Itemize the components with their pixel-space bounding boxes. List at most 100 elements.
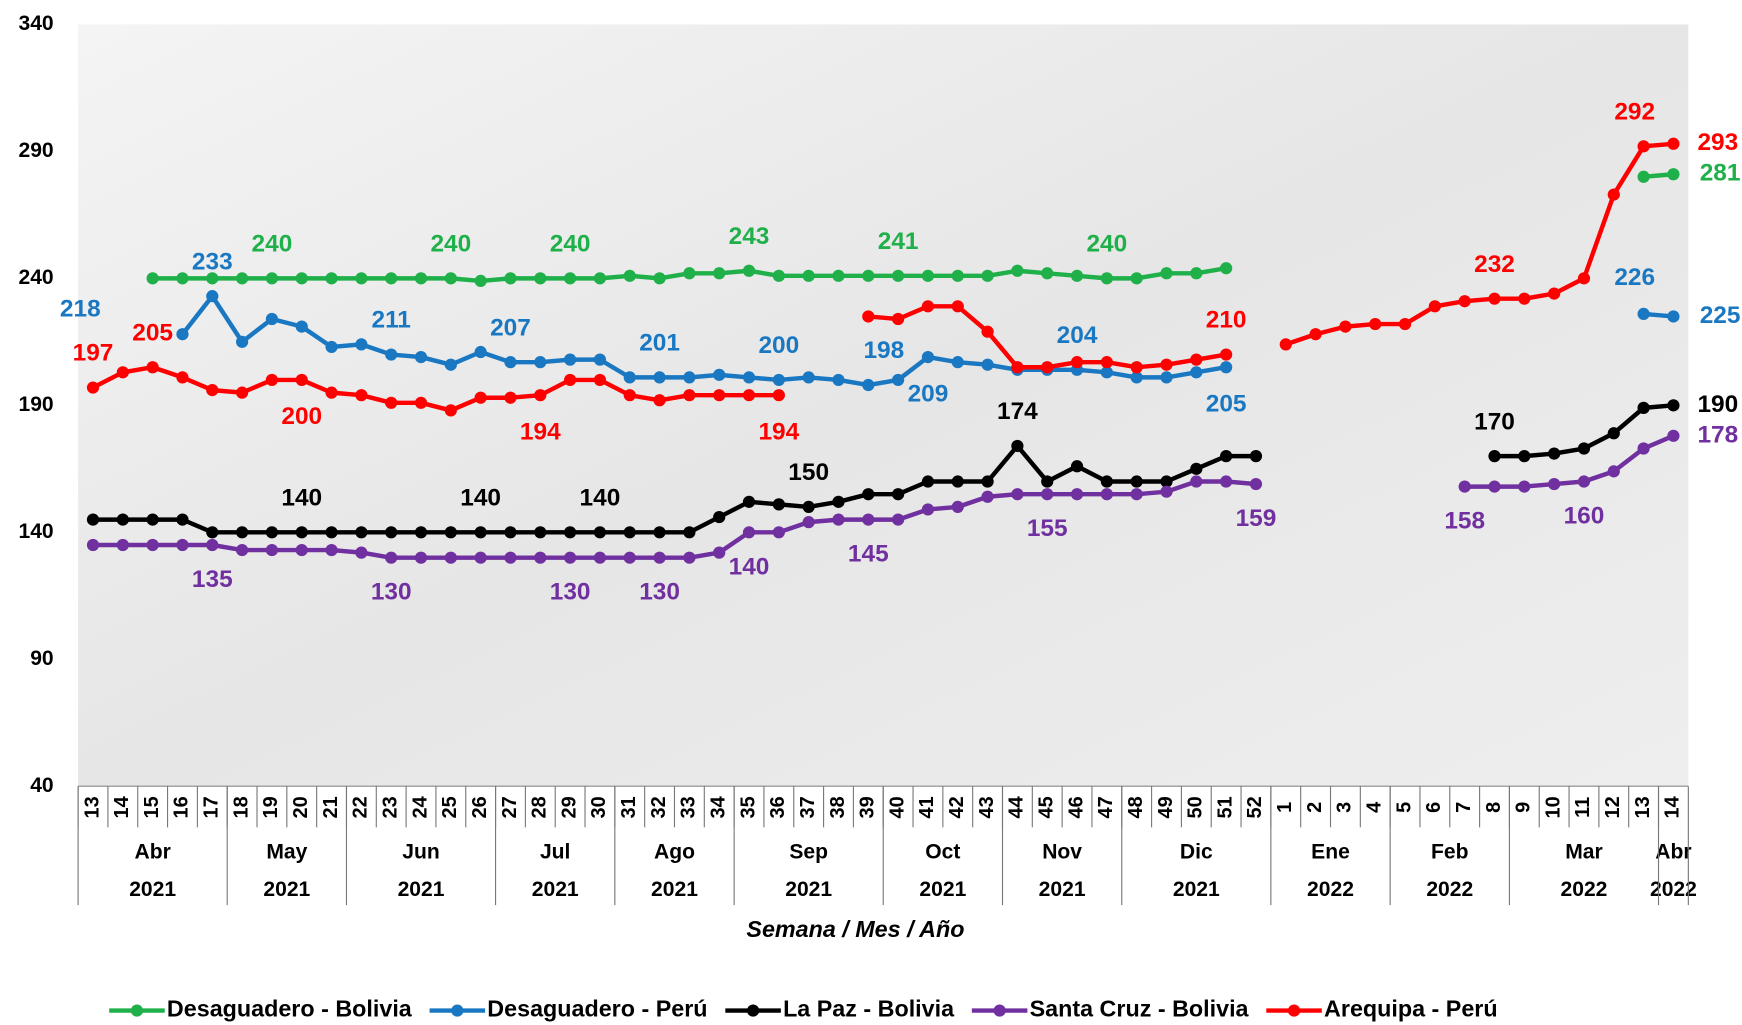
series-marker bbox=[683, 267, 696, 280]
series-marker bbox=[1667, 399, 1680, 412]
series-marker bbox=[146, 513, 159, 526]
series-marker bbox=[623, 551, 636, 564]
series-marker bbox=[1249, 450, 1263, 463]
year-label: 2022 bbox=[1650, 878, 1697, 901]
series-marker bbox=[653, 394, 666, 407]
series-marker bbox=[1637, 442, 1650, 455]
series-marker bbox=[265, 543, 279, 557]
x-tick-label: 19 bbox=[260, 796, 282, 818]
series-marker bbox=[1428, 300, 1441, 313]
x-tick-label: 1 bbox=[1274, 802, 1296, 813]
month-label: Ago bbox=[654, 840, 695, 863]
x-tick-label: 4 bbox=[1364, 802, 1386, 813]
series-marker bbox=[892, 269, 905, 282]
series-marker bbox=[206, 383, 219, 397]
x-tick-label: 14 bbox=[1662, 796, 1684, 818]
series-marker bbox=[1548, 287, 1561, 300]
series-marker bbox=[86, 381, 100, 394]
series-marker bbox=[414, 526, 428, 539]
series-marker bbox=[86, 538, 100, 552]
series-marker bbox=[713, 368, 726, 381]
year-label: 2022 bbox=[1426, 878, 1473, 901]
x-tick-label: 50 bbox=[1185, 796, 1207, 818]
series-marker bbox=[325, 386, 338, 399]
x-tick-label: 38 bbox=[827, 796, 849, 818]
series-marker bbox=[1100, 272, 1113, 285]
legend-label: Desaguadero - Perú bbox=[487, 996, 707, 1022]
series-marker bbox=[1667, 310, 1680, 323]
series-marker bbox=[1577, 442, 1591, 455]
series-marker bbox=[653, 551, 666, 564]
series-marker bbox=[1130, 371, 1143, 384]
x-tick-label: 23 bbox=[379, 796, 401, 818]
data-label: 232 bbox=[1474, 251, 1515, 278]
series-marker bbox=[802, 371, 815, 384]
series-marker bbox=[921, 269, 935, 282]
series-marker bbox=[1667, 429, 1680, 442]
series-marker bbox=[146, 361, 159, 374]
data-label: 240 bbox=[1086, 231, 1127, 258]
legend-label: Arequipa - Perú bbox=[1324, 996, 1498, 1022]
series-marker bbox=[295, 543, 308, 557]
data-label: 204 bbox=[1057, 322, 1098, 349]
series-marker bbox=[1100, 488, 1113, 501]
month-label: May bbox=[266, 840, 307, 863]
x-tick-label: 49 bbox=[1155, 796, 1177, 818]
x-tick-label: 32 bbox=[648, 796, 670, 818]
data-label: 240 bbox=[252, 231, 293, 258]
series-marker bbox=[1548, 477, 1561, 491]
series-marker bbox=[1488, 450, 1501, 463]
series-marker bbox=[504, 272, 517, 285]
series-line bbox=[93, 479, 1257, 560]
series-marker bbox=[951, 300, 964, 313]
data-label: 159 bbox=[1236, 505, 1277, 532]
series-marker bbox=[116, 366, 129, 379]
series-marker bbox=[355, 272, 368, 285]
series-marker bbox=[295, 373, 308, 387]
series-marker bbox=[474, 345, 487, 359]
data-label: 209 bbox=[908, 380, 949, 407]
series-marker bbox=[653, 371, 666, 384]
series-marker bbox=[1160, 485, 1173, 498]
series-marker bbox=[1100, 366, 1113, 379]
x-tick-label: 5 bbox=[1393, 802, 1415, 813]
series-marker bbox=[1190, 353, 1203, 366]
series-marker bbox=[176, 513, 189, 526]
series-marker bbox=[832, 513, 845, 526]
x-tick-label: 16 bbox=[171, 796, 193, 818]
legend-marker bbox=[993, 1004, 1006, 1017]
data-label: 150 bbox=[788, 459, 829, 486]
series-marker bbox=[355, 546, 368, 559]
series-marker bbox=[385, 348, 398, 361]
data-label: 200 bbox=[281, 403, 322, 430]
x-tick-label: 14 bbox=[111, 796, 133, 818]
series-marker bbox=[1577, 475, 1591, 488]
data-label: 198 bbox=[863, 337, 904, 364]
series-marker bbox=[1130, 361, 1143, 374]
series-marker bbox=[385, 396, 398, 409]
x-tick-label: 13 bbox=[1632, 796, 1654, 818]
series-marker bbox=[474, 551, 487, 564]
month-label: Ene bbox=[1311, 840, 1350, 863]
series-marker bbox=[981, 490, 994, 503]
series-marker bbox=[116, 538, 129, 552]
data-label: 226 bbox=[1614, 264, 1655, 291]
series-marker bbox=[1220, 361, 1233, 374]
series-marker bbox=[1518, 292, 1531, 305]
series-marker bbox=[981, 358, 994, 371]
series-marker bbox=[742, 389, 756, 402]
data-label: 207 bbox=[490, 314, 531, 341]
series-marker bbox=[1369, 317, 1382, 331]
x-tick-label: 33 bbox=[678, 796, 700, 818]
x-tick-label: 20 bbox=[290, 796, 312, 818]
series-marker bbox=[1041, 475, 1054, 488]
series-marker bbox=[265, 526, 279, 539]
y-tick-label: 140 bbox=[18, 520, 53, 543]
series-marker bbox=[444, 404, 457, 417]
series-marker bbox=[1339, 320, 1352, 333]
data-label: 218 bbox=[60, 295, 101, 322]
series-marker bbox=[1070, 460, 1084, 473]
series-marker bbox=[951, 356, 964, 369]
series-marker bbox=[981, 269, 994, 282]
series-marker bbox=[951, 500, 964, 514]
